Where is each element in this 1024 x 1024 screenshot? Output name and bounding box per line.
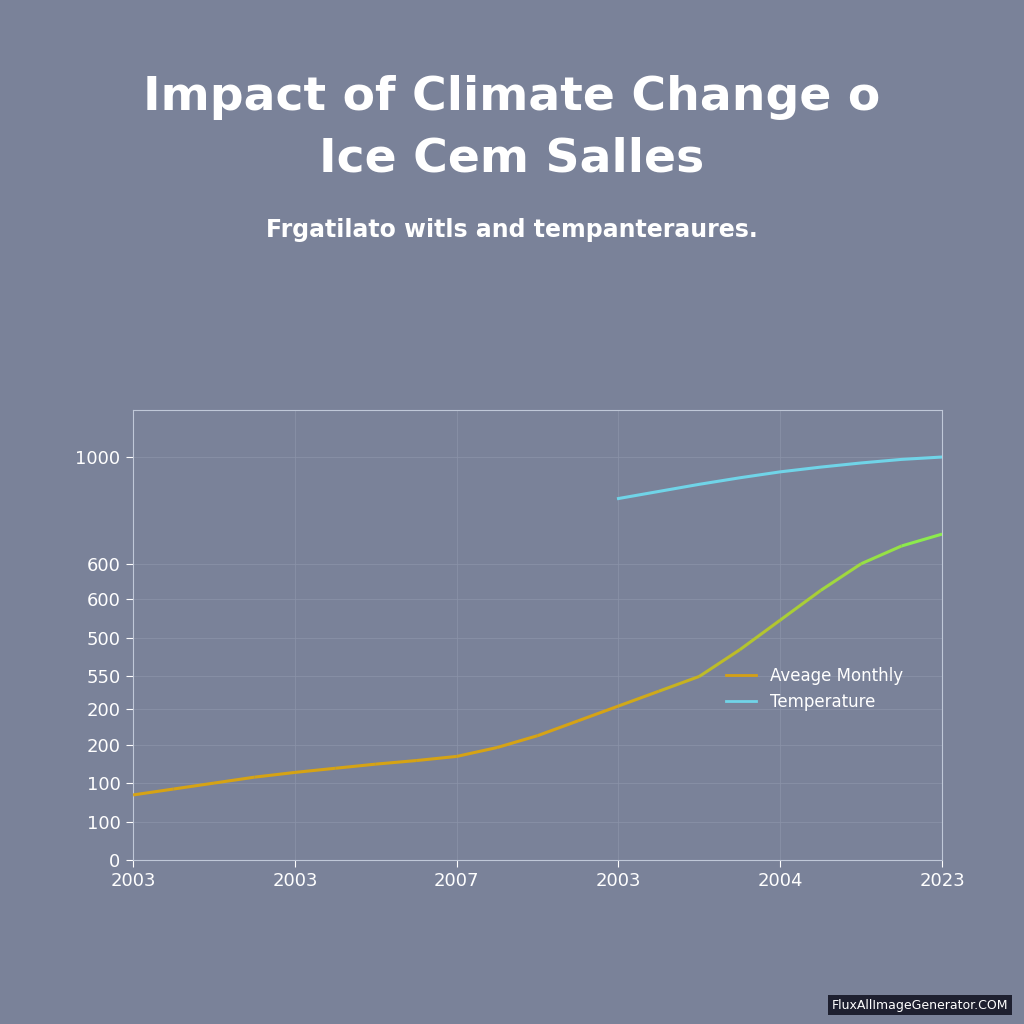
Legend: Aveage Monthly, Temperature: Aveage Monthly, Temperature: [720, 660, 909, 718]
Text: Impact of Climate Change o: Impact of Climate Change o: [143, 75, 881, 120]
Text: FluxAllImageGenerator.COM: FluxAllImageGenerator.COM: [833, 998, 1009, 1012]
Text: Ice Cem Salles: Ice Cem Salles: [319, 136, 705, 181]
Text: Frgatilato witls and tempanteraures.: Frgatilato witls and tempanteraures.: [266, 218, 758, 243]
